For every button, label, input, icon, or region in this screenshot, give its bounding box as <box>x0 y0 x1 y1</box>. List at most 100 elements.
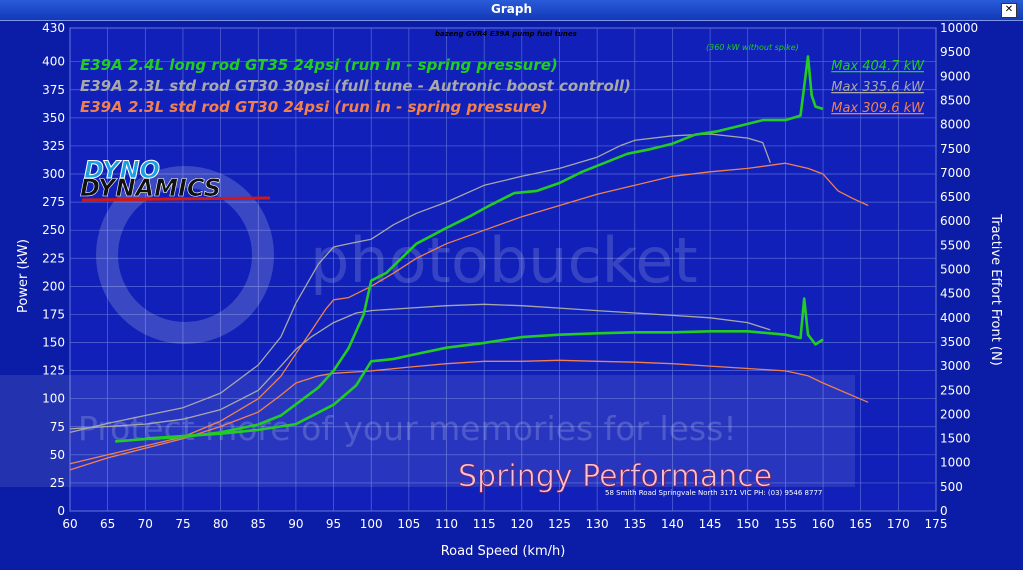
dyno-dynamics-logo: DYNO DYNAMICS <box>80 156 271 202</box>
y2-tick-label: 9000 <box>940 69 971 83</box>
y-tick-label: 375 <box>42 83 65 97</box>
y2-tick-label: 5000 <box>940 263 971 277</box>
y2-tick-label: 8000 <box>940 118 971 132</box>
y-axis-label: Power (kW) <box>16 239 31 313</box>
y-tick-label: 275 <box>42 195 65 209</box>
x-tick-label: 80 <box>213 517 228 531</box>
y-tick-label: 430 <box>42 21 65 35</box>
x-tick-label: 175 <box>925 517 948 531</box>
y2-tick-label: 7000 <box>940 166 971 180</box>
logo-swoosh <box>81 196 271 202</box>
y-tick-label: 175 <box>42 307 65 321</box>
y-tick-label: 150 <box>42 336 65 350</box>
y-tick-label: 250 <box>42 223 65 237</box>
y2-tick-label: 4500 <box>940 287 971 301</box>
x-tick-label: 130 <box>586 517 609 531</box>
y2-tick-label: 5500 <box>940 238 971 252</box>
x-tick-label: 125 <box>548 517 571 531</box>
watermark-layer: photobucket Protect more of your memorie… <box>0 166 855 487</box>
watermark-photobucket: photobucket <box>310 224 698 297</box>
x-tick-label: 90 <box>288 517 303 531</box>
y2-tick-label: 4000 <box>940 311 971 325</box>
watermark-band <box>0 375 855 487</box>
x-axis-label: Road Speed (km/h) <box>441 544 566 559</box>
x-tick-label: 100 <box>360 517 383 531</box>
x-tick-label: 135 <box>623 517 646 531</box>
y2-tick-label: 2000 <box>940 407 971 421</box>
y2-tick-label: 6000 <box>940 214 971 228</box>
tractive-line-series-0 <box>145 297 824 440</box>
chart-annotation: bazeng GVR4 E39A pump fuel tunes <box>435 30 577 38</box>
grid-lines <box>69 27 937 512</box>
x-tick-label: 120 <box>510 517 533 531</box>
y2-tick-label: 1500 <box>940 432 971 446</box>
close-icon[interactable]: ✕ <box>1001 3 1017 18</box>
y2-tick-label: 10000 <box>940 21 978 35</box>
shop-name: Springy Performance <box>458 459 772 494</box>
shop-address: 58 Smith Road Springvale North 3171 VIC … <box>605 489 822 497</box>
title-bar: Graph ✕ <box>0 0 1023 21</box>
legend: E39A 2.4L long rod GT35 24psi (run in - … <box>80 56 925 116</box>
max-label: Max 335.6 kW <box>831 80 925 95</box>
tractive-line-series-1 <box>69 303 771 430</box>
x-tick-label: 65 <box>100 517 115 531</box>
dyno-chart: photobucket Protect more of your memorie… <box>0 21 1003 559</box>
y-tick-label: 100 <box>42 392 65 406</box>
y2-tick-label: 6500 <box>940 190 971 204</box>
x-tick-label: 75 <box>175 517 190 531</box>
y-tick-label: 200 <box>42 279 65 293</box>
max-label: Max 309.6 kW <box>831 101 925 116</box>
x-tick-label: 165 <box>849 517 872 531</box>
x-tick-label: 150 <box>736 517 759 531</box>
power-line-series-2 <box>69 162 869 465</box>
logo-dynamics-text: DYNAMICS <box>80 174 221 202</box>
plot-area <box>69 27 937 512</box>
watermark-protect: Protect more of your memories for less! <box>78 409 737 448</box>
y2-tick-label: 500 <box>940 480 963 494</box>
y2-axis-label: Tractive Effort Front (N) <box>988 213 1003 366</box>
y2-tick-label: 0 <box>940 504 948 518</box>
y2-tick-label: 8500 <box>940 93 971 107</box>
legend-entry: E39A 2.4L long rod GT35 24psi (run in - … <box>80 56 558 74</box>
x-tick-label: 70 <box>138 517 153 531</box>
legend-entry: E39A 2.3L std rod GT30 30psi (full tune … <box>80 77 631 95</box>
y2-tick-label: 7500 <box>940 142 971 156</box>
x-tick-label: 60 <box>62 517 77 531</box>
y-tick-label: 300 <box>42 167 65 181</box>
y-tick-label: 0 <box>57 504 65 518</box>
y2-tick-label: 9500 <box>940 45 971 59</box>
y-tick-label: 400 <box>42 55 65 69</box>
x-tick-label: 160 <box>812 517 835 531</box>
x-tick-label: 105 <box>397 517 420 531</box>
power-line-series-0 <box>115 55 824 443</box>
legend-entry: E39A 2.3L std rod GT30 24psi (run in - s… <box>80 98 548 116</box>
y-tick-label: 50 <box>50 448 65 462</box>
y2-tick-label: 3500 <box>940 335 971 349</box>
y-tick-label: 225 <box>42 251 65 265</box>
power-line-series-1 <box>69 133 771 434</box>
springy-branding: Springy Performance 58 Smith Road Spring… <box>458 459 823 497</box>
x-tick-label: 115 <box>473 517 496 531</box>
x-tick-label: 140 <box>661 517 684 531</box>
axes: 60 65 70 75 80 85 90 95 100 105 110 115 120 125 130 135… <box>42 21 978 531</box>
y2-tick-label: 1000 <box>940 456 971 470</box>
y-tick-label: 350 <box>42 111 65 125</box>
watermark-circle <box>96 166 274 344</box>
logo-dyno-text: DYNO <box>84 156 160 184</box>
y2-tick-label: 3000 <box>940 359 971 373</box>
y-tick-label: 75 <box>50 420 65 434</box>
y-tick-label: 125 <box>42 364 65 378</box>
y2-tick-label: 2500 <box>940 383 971 397</box>
y-tick-label: 25 <box>50 476 65 490</box>
max-label: Max 404.7 kW <box>831 59 925 74</box>
window-title: Graph <box>491 2 532 16</box>
x-tick-label: 155 <box>774 517 797 531</box>
tractive-line-series-2 <box>69 359 869 471</box>
spike-note: (360 kW without spike) <box>706 43 799 52</box>
x-tick-label: 95 <box>326 517 341 531</box>
series-lines <box>69 55 869 471</box>
x-tick-label: 85 <box>251 517 266 531</box>
x-tick-label: 145 <box>699 517 722 531</box>
x-tick-label: 110 <box>435 517 458 531</box>
